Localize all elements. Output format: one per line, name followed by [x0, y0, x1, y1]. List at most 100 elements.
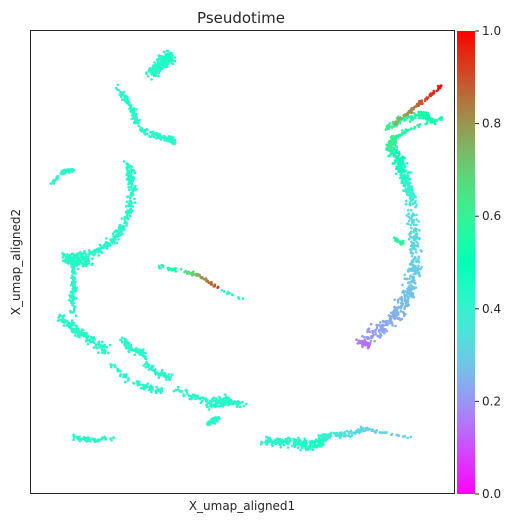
scatter-point [411, 259, 415, 263]
scatter-point [410, 127, 413, 130]
scatter-point [236, 401, 240, 405]
scatter-point [427, 115, 431, 119]
scatter-point [160, 67, 164, 70]
scatter-point [71, 257, 74, 260]
scatter-point [435, 119, 439, 122]
scatter-point [392, 142, 396, 146]
scatter-point [142, 348, 145, 351]
scatter-point [390, 322, 394, 325]
scatter-point [401, 155, 404, 158]
scatter-point [414, 248, 418, 251]
scatter-point [380, 431, 384, 434]
scatter-point [69, 253, 72, 257]
scatter-point [418, 123, 422, 126]
scatter-point [403, 277, 406, 281]
scatter-point [157, 264, 161, 268]
scatter-point [296, 446, 300, 449]
scatter-point [144, 362, 147, 366]
scatter-point [49, 182, 53, 185]
scatter-point [122, 373, 125, 376]
scatter-point [432, 89, 436, 93]
scatter-point [417, 271, 421, 274]
scatter-point [400, 163, 404, 167]
scatter-point [164, 60, 168, 64]
scatter-point [369, 322, 373, 326]
scatter-point [152, 130, 155, 134]
scatter-point [109, 437, 112, 440]
scatter-point [369, 336, 373, 340]
scatter-point [413, 125, 417, 129]
scatter-point [387, 124, 391, 127]
scatter-point [64, 171, 67, 174]
scatter-point [333, 432, 337, 435]
scatter-point [156, 63, 159, 66]
scatter-point [137, 383, 141, 387]
scatter-point [318, 442, 321, 446]
scatter-point [414, 270, 418, 273]
scatter-point [91, 257, 94, 261]
scatter-point [132, 121, 136, 125]
scatter-point [134, 119, 138, 122]
scatter-point [225, 292, 229, 296]
scatter-point [364, 342, 368, 346]
scatter-point [401, 180, 404, 183]
scatter-point [124, 380, 127, 384]
scatter-point [234, 401, 237, 405]
scatter-point [83, 251, 87, 255]
scatter-point [370, 428, 374, 432]
scatter-point [168, 57, 171, 61]
scatter-point [135, 188, 138, 191]
scatter-point [401, 242, 405, 245]
scatter-point [162, 50, 166, 54]
scatter-point [161, 368, 164, 372]
scatter-point [376, 324, 379, 327]
scatter-point [71, 321, 74, 324]
scatter-point [414, 116, 417, 119]
scatter-point [224, 395, 228, 398]
scatter-point [117, 367, 120, 371]
scatter-point [416, 259, 420, 263]
scatter-point [124, 98, 127, 102]
scatter-point [361, 428, 364, 431]
scatter-point [126, 169, 129, 172]
scatter-point [97, 340, 101, 344]
scatter-point [70, 319, 74, 322]
scatter-point [146, 382, 149, 386]
scatter-point [408, 277, 411, 281]
scatter-point [152, 64, 155, 67]
scatter-point [374, 333, 378, 336]
scatter-point [221, 402, 225, 405]
scatter-point [97, 351, 100, 354]
scatter-point [76, 267, 80, 271]
colorbar-ticks: 0.0 0.2 0.4 0.6 0.8 1.0 [475, 24, 501, 501]
scatter-point [88, 249, 91, 252]
scatter-point [204, 277, 208, 281]
scatter-point [372, 333, 375, 337]
scatter-point [389, 146, 393, 150]
scatter-point [298, 439, 301, 442]
scatter-point [127, 185, 130, 189]
scatter-point [361, 334, 364, 338]
scatter-point [114, 229, 117, 233]
scatter-point [119, 90, 122, 94]
scatter-point [382, 329, 386, 332]
scatter-point [398, 317, 401, 320]
scatter-point [394, 324, 397, 328]
scatter-point [202, 277, 206, 281]
scatter-point [379, 321, 382, 324]
scatter-point [100, 346, 103, 349]
scatter-point [63, 321, 66, 324]
scatter-point [415, 213, 418, 217]
scatter-point [218, 417, 221, 421]
scatter-point [129, 196, 132, 200]
scatter-point [410, 221, 414, 224]
scatter-point [72, 438, 76, 441]
scatter-point [165, 54, 168, 58]
scatter-point [153, 369, 156, 373]
scatter-point [393, 310, 397, 313]
scatter-point [286, 440, 289, 444]
scatter-point [88, 251, 91, 254]
scatter-point [406, 303, 410, 306]
scatter-point [73, 261, 77, 265]
